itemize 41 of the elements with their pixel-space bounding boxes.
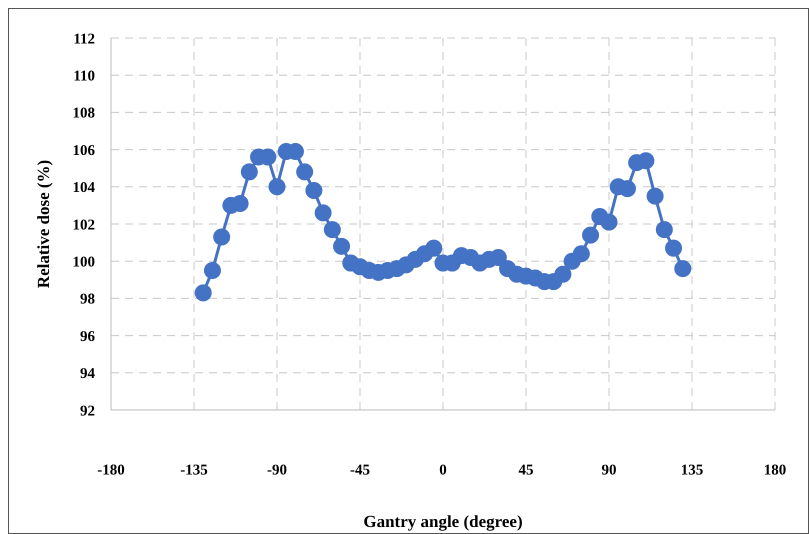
point xyxy=(194,284,212,302)
point xyxy=(314,204,332,222)
point xyxy=(554,266,572,283)
x-tick-label: 90 xyxy=(602,462,616,479)
point xyxy=(268,178,286,196)
point xyxy=(572,245,590,262)
y-tick-label: 112 xyxy=(73,31,95,48)
point xyxy=(204,262,221,279)
x-axis-title: Gantry angle (degree) xyxy=(363,512,523,531)
y-tick-label: 100 xyxy=(72,254,95,271)
x-tick-label: -135 xyxy=(180,462,208,479)
point xyxy=(296,163,314,180)
point xyxy=(582,226,600,244)
y-tick-label: 96 xyxy=(80,328,96,345)
y-tick-label: 94 xyxy=(80,366,96,382)
y-tick-label: 106 xyxy=(72,142,96,159)
y-tick-label: 110 xyxy=(73,68,95,85)
y-tick-label: 108 xyxy=(72,106,95,122)
x-tick-label: 135 xyxy=(680,462,704,479)
y-tick-label: 104 xyxy=(72,180,96,196)
point xyxy=(305,182,322,200)
point xyxy=(333,238,350,255)
point xyxy=(213,228,230,246)
point xyxy=(665,240,682,257)
point xyxy=(646,188,664,205)
x-tick-label: -45 xyxy=(350,462,370,479)
y-tick-label: 102 xyxy=(72,217,95,234)
point xyxy=(600,214,618,231)
point xyxy=(656,221,673,238)
point xyxy=(324,221,341,238)
x-tick-label: 180 xyxy=(764,462,786,479)
x-tick-label: -180 xyxy=(97,462,125,479)
x-tick-label: -90 xyxy=(267,462,287,479)
point xyxy=(425,240,442,257)
point xyxy=(240,163,258,180)
x-tick-label: 45 xyxy=(518,462,534,479)
y-axis-title: Relative dose (%) xyxy=(34,160,54,288)
point xyxy=(674,260,692,278)
y-tick-label: 92 xyxy=(80,403,95,420)
y-tick-label: 98 xyxy=(80,292,95,308)
x-tick-label: 0 xyxy=(439,462,447,479)
